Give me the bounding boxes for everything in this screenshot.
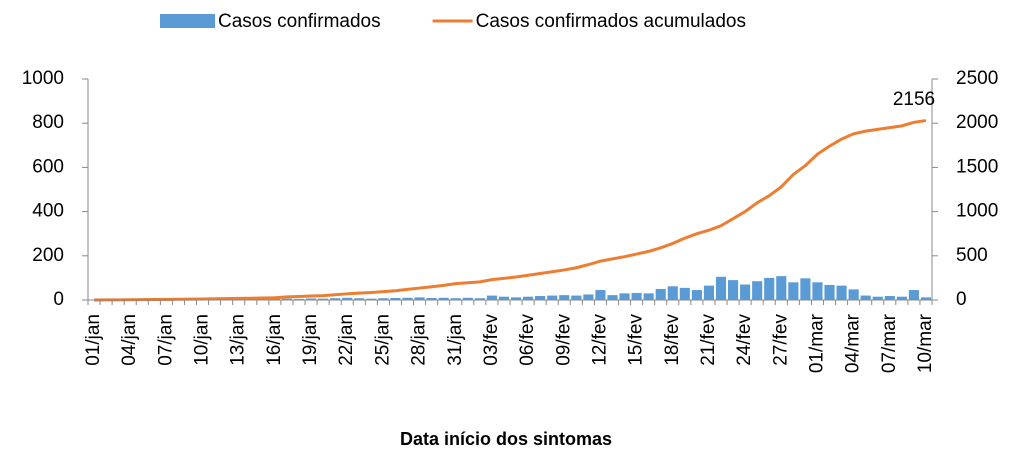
- y-tick-label: 400: [32, 201, 64, 222]
- bar: [486, 295, 497, 300]
- bar: [450, 298, 461, 300]
- bar: [498, 296, 510, 300]
- y2-tick-label: 2000: [956, 112, 998, 133]
- bar: [318, 298, 329, 300]
- bar: [872, 296, 883, 300]
- bar: [571, 295, 582, 300]
- bar: [378, 298, 389, 300]
- x-tick-label: 07/jan: [155, 314, 176, 366]
- bar: [342, 297, 353, 300]
- bar: [679, 287, 690, 300]
- y2-tick-label: 2500: [956, 68, 998, 89]
- annotation: 2156: [893, 89, 935, 110]
- bar: [691, 290, 702, 300]
- bar: [366, 298, 377, 300]
- bar: [523, 296, 534, 300]
- bar: [535, 296, 546, 300]
- x-tick-label: 25/jan: [372, 314, 393, 366]
- legend-swatch: [160, 14, 215, 28]
- bar: [812, 282, 823, 300]
- bar: [438, 297, 449, 300]
- x-tick-label: 27/fev: [770, 314, 791, 366]
- bar: [462, 297, 473, 300]
- bar: [619, 293, 630, 300]
- bar: [583, 294, 594, 300]
- x-tick-label: 28/jan: [409, 314, 430, 366]
- y2-tick-label: 0: [956, 289, 967, 310]
- bar: [631, 292, 642, 300]
- bar: [667, 286, 678, 300]
- x-tick-label: 10/mar: [915, 313, 936, 373]
- line: [94, 119, 927, 302]
- bar: [740, 284, 751, 300]
- x-tick-label: 24/fev: [734, 314, 755, 366]
- bar: [354, 298, 365, 300]
- bar: [715, 276, 727, 300]
- legend-label: Casos confirmados acumulados: [476, 11, 746, 32]
- bar: [776, 276, 787, 300]
- bar: [390, 298, 401, 300]
- x-tick-label: 13/jan: [228, 314, 249, 366]
- bar: [402, 297, 413, 300]
- bar: [764, 277, 775, 300]
- bar: [788, 282, 799, 300]
- bar: [908, 290, 919, 300]
- x-tick-label: 03/fev: [481, 314, 502, 366]
- x-tick-label: 19/jan: [300, 314, 321, 366]
- bar: [920, 297, 932, 300]
- y-tick-label: 200: [32, 245, 64, 266]
- y-tick-label: 0: [53, 289, 64, 310]
- bar: [800, 278, 811, 300]
- bar: [414, 297, 425, 300]
- bar: [293, 298, 305, 300]
- bar: [305, 298, 317, 300]
- bar: [426, 298, 437, 300]
- bar: [896, 296, 907, 300]
- x-tick-label: 01/jan: [83, 314, 104, 366]
- x-tick-label: 01/mar: [806, 313, 827, 373]
- bar: [607, 295, 618, 300]
- bar: [703, 285, 715, 300]
- y-tick-label: 800: [32, 112, 64, 133]
- bar: [643, 293, 654, 300]
- y-tick-label: 1000: [22, 68, 64, 89]
- y2-tick-label: 1500: [956, 156, 998, 177]
- y2-tick-label: 500: [956, 245, 988, 266]
- bar: [824, 284, 835, 300]
- x-tick-label: 15/fev: [626, 314, 647, 366]
- x-tick-label: 31/jan: [445, 314, 466, 366]
- bar: [836, 285, 847, 300]
- x-tick-label: 09/fev: [553, 314, 574, 366]
- x-tick-label: 22/jan: [336, 314, 357, 366]
- legend-label: Casos confirmados: [218, 11, 381, 32]
- bar: [752, 281, 763, 300]
- y-tick-label: 600: [32, 156, 64, 177]
- bar: [860, 295, 871, 300]
- x-tick-label: 21/fev: [698, 314, 719, 366]
- x-tick-label: 18/fev: [662, 314, 683, 366]
- bar: [559, 295, 570, 300]
- bar: [884, 296, 895, 300]
- x-tick-label: 06/fev: [517, 314, 538, 366]
- x-tick-label: 12/fev: [589, 314, 610, 366]
- y2-tick-label: 1000: [956, 201, 998, 222]
- x-tick-label: 07/mar: [879, 313, 900, 373]
- x-axis-title: Data início dos sintomas: [400, 429, 612, 449]
- x-tick-label: 04/jan: [119, 314, 140, 366]
- bar: [727, 280, 739, 300]
- x-tick-label: 16/jan: [264, 314, 285, 366]
- x-tick-label: 10/jan: [192, 314, 213, 366]
- bar: [595, 290, 606, 300]
- bar: [281, 298, 293, 300]
- x-tick-label: 04/mar: [843, 313, 864, 373]
- bar: [655, 288, 666, 300]
- bar: [269, 298, 280, 300]
- bar: [330, 298, 341, 300]
- bar: [474, 298, 485, 300]
- bar: [510, 297, 522, 300]
- bar: [848, 289, 859, 300]
- bar: [547, 295, 558, 300]
